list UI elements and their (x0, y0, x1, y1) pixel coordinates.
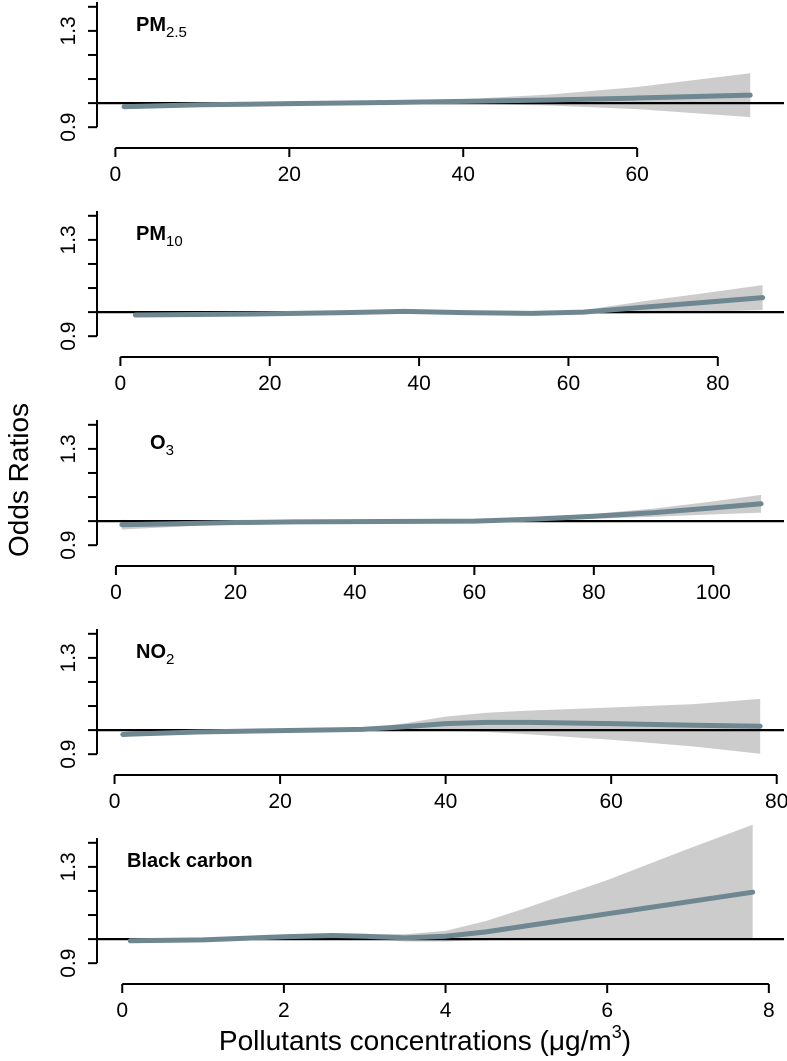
x-tick-label: 4 (440, 999, 452, 1022)
panel-label-subscript: 3 (166, 442, 174, 459)
panel-label: Black carbon (127, 850, 253, 872)
panel-label-subscript: 2.5 (166, 24, 187, 41)
y-tick-label: 0.9 (57, 531, 80, 560)
x-tick-label: 0 (110, 163, 122, 186)
x-tick-label: 0 (109, 790, 121, 813)
x-tick-label: 6 (601, 999, 613, 1022)
confidence-band (124, 73, 751, 118)
y-tick-label: 1.3 (57, 852, 80, 881)
panel-label: O3 (150, 432, 174, 459)
x-tick-label: 80 (582, 581, 605, 604)
panel-label-main: Black carbon (127, 850, 253, 872)
x-tick-label: 2 (278, 999, 290, 1022)
x-axis-title-mu: μ (549, 1025, 565, 1056)
y-tick-label: 0.9 (57, 113, 80, 142)
x-tick-label: 8 (763, 999, 775, 1022)
x-axis-title-superscript: 3 (612, 1022, 622, 1042)
x-tick-label: 40 (452, 163, 475, 186)
fitted-curve (121, 92, 753, 110)
panel-1: 0.9 1.3 0 20 40 60 PM2.5 (57, 2, 784, 186)
fitted-curve (127, 889, 756, 944)
x-tick-label: 60 (557, 372, 580, 395)
panel-label: NO2 (136, 641, 174, 668)
panel-3: 0.9 1.3 0 20 40 60 80 100 O3 (57, 420, 784, 604)
fitted-curve (132, 295, 766, 318)
x-axis-title-close: ) (622, 1025, 631, 1056)
panel-4: 0.9 1.3 0 20 40 60 80 NO2 (57, 629, 787, 813)
fitted-curve (120, 719, 763, 737)
x-tick-label: 0 (116, 999, 128, 1022)
y-axis-title: Odds Ratios (3, 403, 34, 557)
x-tick-label: 80 (765, 790, 787, 813)
x-tick-label: 0 (115, 372, 127, 395)
y-tick-label: 0.9 (57, 322, 80, 351)
x-tick-label: 20 (278, 163, 301, 186)
y-tick-label: 1.3 (57, 643, 80, 672)
x-tick-label: 40 (434, 790, 457, 813)
x-axis-title: Pollutants concentrations (μg/m3) (219, 1022, 631, 1056)
x-tick-label: 0 (110, 581, 122, 604)
y-tick-label: 0.9 (57, 949, 80, 978)
x-tick-label: 60 (600, 790, 623, 813)
x-tick-label: 20 (268, 790, 291, 813)
panel-label: PM10 (136, 223, 183, 250)
x-tick-label: 60 (463, 581, 486, 604)
y-tick-label: 0.9 (57, 740, 80, 769)
y-tick-label: 1.3 (57, 225, 80, 254)
x-tick-label: 40 (343, 581, 366, 604)
panel-label: PM2.5 (136, 14, 187, 41)
panel-5: 0.9 1.3 0 2 4 6 8 Black carbon (57, 824, 784, 1022)
x-tick-label: 20 (224, 581, 247, 604)
panel-label-subscript: 2 (166, 651, 174, 668)
panel-label-main: PM (136, 14, 166, 36)
y-tick-label: 1.3 (57, 434, 80, 463)
x-tick-label: 80 (706, 372, 729, 395)
fitted-curve (119, 501, 764, 528)
x-tick-label: 100 (696, 581, 731, 604)
x-tick-label: 20 (258, 372, 281, 395)
x-axis-title-unit: g/m (565, 1025, 612, 1056)
x-axis-title-main: Pollutants concentrations ( (219, 1025, 550, 1056)
panel-label-subscript: 10 (166, 233, 183, 250)
x-tick-label: 60 (625, 163, 648, 186)
x-tick-label: 40 (407, 372, 430, 395)
panel-label-main: O (150, 432, 166, 454)
panel-label-main: PM (136, 223, 166, 245)
confidence-band (130, 824, 753, 942)
panel-2: 0.9 1.3 0 20 40 60 80 PM10 (57, 211, 784, 395)
y-tick-label: 1.3 (57, 16, 80, 45)
panel-label-main: NO (136, 641, 166, 663)
